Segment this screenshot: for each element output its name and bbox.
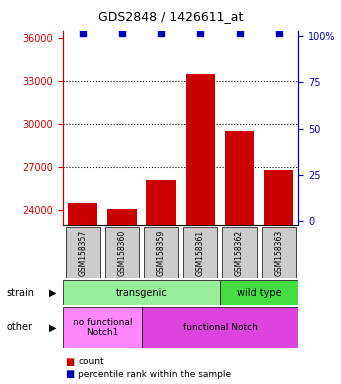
Text: ■: ■ [65,357,74,367]
Text: GSM158360: GSM158360 [117,229,127,276]
FancyBboxPatch shape [183,227,218,278]
FancyBboxPatch shape [144,227,178,278]
Text: GSM158363: GSM158363 [274,229,283,276]
Text: ■: ■ [65,369,74,379]
Text: strain: strain [7,288,35,298]
FancyBboxPatch shape [63,280,220,305]
Bar [107,209,137,225]
FancyBboxPatch shape [222,227,257,278]
Text: GDS2848 / 1426611_at: GDS2848 / 1426611_at [98,10,243,23]
Bar [186,74,215,225]
Text: percentile rank within the sample: percentile rank within the sample [78,370,232,379]
FancyBboxPatch shape [105,227,139,278]
FancyBboxPatch shape [142,307,298,348]
FancyBboxPatch shape [65,227,100,278]
Text: functional Notch: functional Notch [182,323,257,332]
Bar [225,131,254,225]
FancyBboxPatch shape [63,307,142,348]
Text: count: count [78,357,104,366]
FancyBboxPatch shape [220,280,298,305]
Text: other: other [7,322,33,333]
Bar [146,180,176,225]
FancyBboxPatch shape [262,227,296,278]
Text: GSM158362: GSM158362 [235,229,244,276]
Text: GSM158359: GSM158359 [157,229,166,276]
Text: transgenic: transgenic [116,288,167,298]
Bar [68,203,98,225]
Text: ▶: ▶ [49,322,57,333]
Text: ▶: ▶ [49,288,57,298]
Text: no functional
Notch1: no functional Notch1 [73,318,132,337]
Text: GSM158357: GSM158357 [78,229,87,276]
Text: GSM158361: GSM158361 [196,229,205,276]
Text: wild type: wild type [237,288,281,298]
Bar [264,170,294,225]
